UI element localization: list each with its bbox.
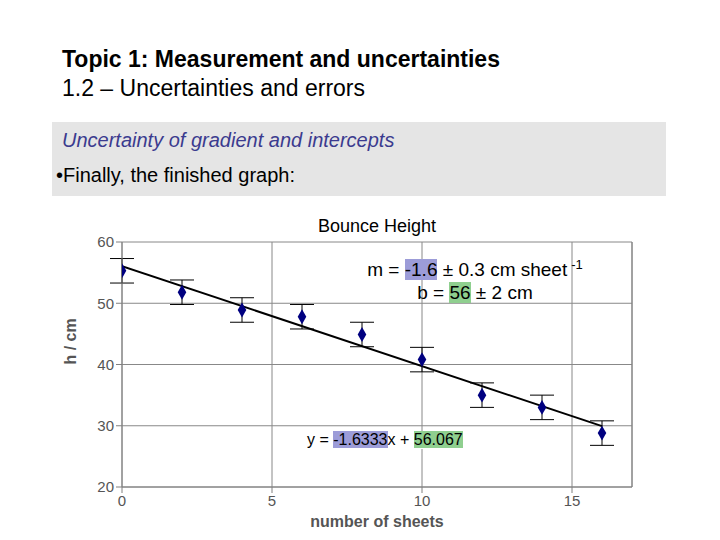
svg-text:50: 50	[97, 295, 114, 312]
html-text:m = -1.6 ± 0.3 cm sheet -1: m = -1.6 ± 0.3 cm sheet -1	[367, 257, 583, 281]
html-text:Uncertainty of gradient and in: Uncertainty of gradient and intercepts	[62, 129, 395, 151]
html-text:y = -1.6333 x + 56.067: y = -1.6333 x + 56.067	[307, 431, 463, 448]
svg-text:15: 15	[564, 492, 581, 509]
svg-text:60: 60	[97, 233, 114, 250]
html-text:•Finally, the finished graph:: •Finally, the finished graph:	[56, 164, 295, 186]
html-text:1.2 – Uncertainties and errors: 1.2 – Uncertainties and errors	[62, 75, 365, 101]
svg-text:number of sheets: number of sheets	[310, 513, 443, 530]
html-text:b = 56 ± 2 cm: b = 56 ± 2 cm	[417, 282, 533, 303]
svg-text:30: 30	[97, 417, 114, 434]
svg-text:0: 0	[118, 492, 126, 509]
svg-text:40: 40	[97, 356, 114, 373]
svg-text:h / cm: h / cm	[62, 318, 79, 364]
html-text:Topic 1: Measurement and uncer: Topic 1: Measurement and uncertainties	[62, 46, 500, 72]
html-text:Bounce Height: Bounce Height	[318, 216, 436, 236]
svg-text:10: 10	[414, 492, 431, 509]
svg-text:5: 5	[268, 492, 276, 509]
svg-text:20: 20	[97, 478, 114, 495]
